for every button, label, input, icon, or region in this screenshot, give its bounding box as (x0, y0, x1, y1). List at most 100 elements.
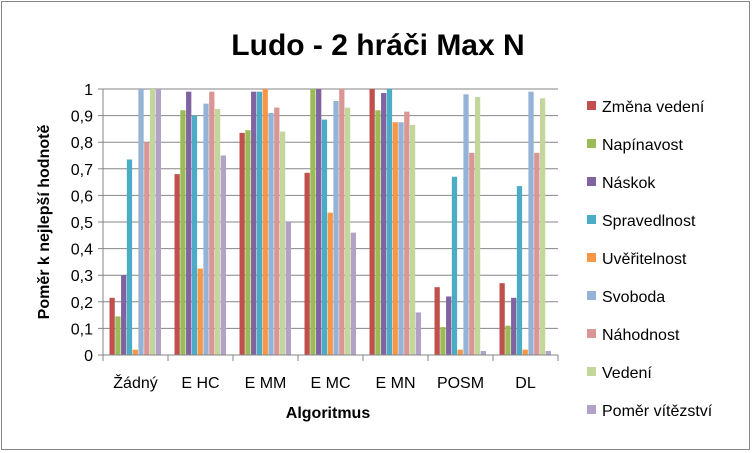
bar (392, 122, 398, 355)
bar (375, 110, 381, 355)
bar (451, 176, 458, 355)
bar (545, 351, 551, 355)
legend-label: Poměr vítězství (602, 403, 713, 420)
x-tick-labels: Žádný E HC E MM E MC E MN POSM DL (113, 373, 536, 392)
bar (149, 89, 156, 355)
x-tick-label: E MC (311, 375, 351, 392)
bar (511, 297, 517, 355)
bar (327, 212, 333, 355)
bar (333, 100, 339, 355)
bar (279, 131, 286, 355)
bar (539, 98, 546, 355)
legend-swatch (587, 329, 596, 338)
legend: Změna vedení Napínavost Náskok Spravedlnost… (587, 99, 713, 420)
bar (115, 316, 121, 355)
x-axis-title: Algoritmus (286, 405, 371, 422)
bar (457, 349, 463, 355)
bar (126, 159, 133, 355)
legend-swatch (587, 139, 596, 148)
bar (528, 91, 534, 355)
y-tick-label: 0,8 (71, 135, 93, 152)
bar (109, 297, 115, 355)
legend-swatch (587, 101, 596, 110)
x-tick-label: POSM (437, 375, 484, 392)
y-tick-label: 0,3 (71, 268, 93, 285)
x-tick-label: E MN (376, 375, 416, 392)
bar (415, 312, 421, 355)
legend-swatch (587, 253, 596, 262)
bar (463, 94, 469, 355)
legend-label: Náskok (602, 175, 656, 192)
bar (469, 152, 475, 355)
bar (203, 103, 209, 355)
bar (480, 351, 486, 355)
legend-label: Změna vedení (602, 99, 705, 116)
x-tick-label: E MM (245, 375, 287, 392)
bar (434, 287, 440, 355)
bar (174, 174, 180, 355)
legend-label: Spravedlnost (602, 213, 696, 230)
legend-swatch (587, 367, 596, 376)
bar (516, 186, 523, 355)
bar (339, 89, 345, 355)
legend-swatch (587, 215, 596, 224)
legend-label: Napínavost (602, 137, 683, 154)
y-tick-label: 0,5 (71, 215, 93, 232)
bar (505, 325, 511, 355)
axes (102, 89, 559, 361)
bar (404, 111, 410, 355)
legend-swatch (587, 177, 596, 186)
legend-label: Uvěřitelnost (602, 251, 687, 268)
y-axis-title: Poměr k nejlepší hodnotě (36, 125, 53, 320)
bar (522, 349, 528, 355)
bars (109, 89, 551, 356)
y-tick-label: 1 (84, 82, 93, 99)
bar (321, 119, 328, 355)
x-tick-label: DL (515, 375, 536, 392)
bar (186, 91, 192, 355)
bar (386, 89, 393, 355)
bar (534, 152, 540, 355)
bar (499, 283, 505, 355)
bar (310, 89, 316, 355)
bar (274, 107, 280, 356)
bar (245, 130, 251, 355)
y-tick-label: 0,4 (71, 242, 93, 259)
bar (440, 327, 446, 355)
bar (369, 89, 375, 355)
bar (144, 142, 150, 355)
bar (268, 112, 274, 355)
bar (350, 232, 356, 355)
bar (132, 349, 138, 355)
bar (197, 268, 203, 355)
legend-swatch (587, 405, 596, 414)
bar (398, 122, 404, 355)
bar (316, 89, 322, 355)
bar (251, 91, 257, 355)
y-tick-label: 0 (84, 348, 93, 365)
x-tick-label: Žádný (113, 373, 157, 392)
bar (446, 296, 452, 355)
bar (214, 108, 221, 355)
y-tick-label: 0,2 (71, 295, 93, 312)
legend-label: Svoboda (602, 289, 665, 306)
legend-label: Vedení (602, 365, 652, 382)
bar (138, 89, 144, 355)
x-tick-label: E HC (181, 375, 219, 392)
y-tick-label: 0,6 (71, 188, 93, 205)
bar (191, 115, 198, 355)
bar (262, 89, 268, 355)
bar (409, 124, 416, 355)
bar (256, 91, 263, 355)
bar (220, 155, 226, 355)
y-tick-label: 0,7 (71, 162, 93, 179)
bar (304, 172, 310, 355)
y-tick-label: 0,1 (71, 321, 93, 338)
bar (155, 89, 161, 355)
bar (239, 132, 245, 355)
bar (209, 91, 215, 355)
bar (121, 275, 127, 355)
legend-swatch (587, 291, 596, 300)
bar (344, 107, 351, 356)
